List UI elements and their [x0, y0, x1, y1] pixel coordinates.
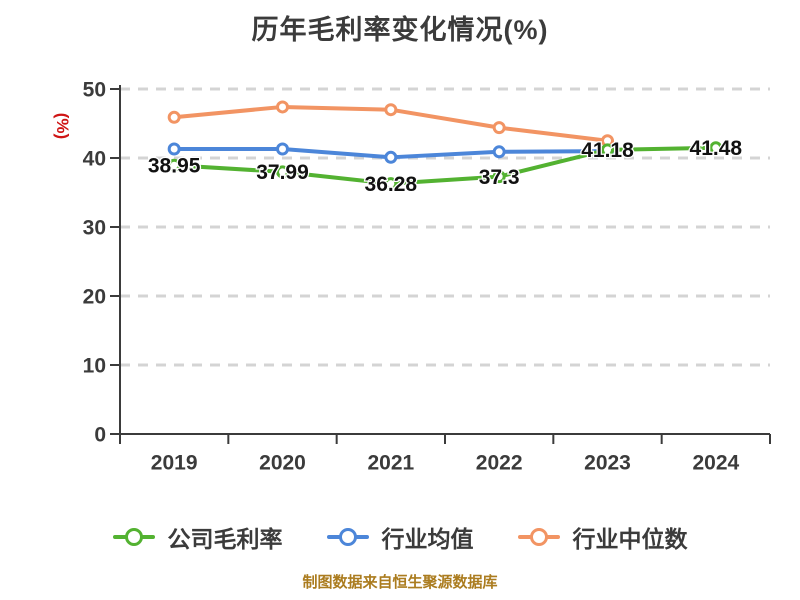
data-point — [601, 143, 614, 157]
data-point — [384, 150, 398, 164]
data-label: 41.48 — [690, 137, 743, 160]
legend-label: 公司毛利率 — [167, 526, 283, 552]
y-tick-label: 50 — [83, 78, 106, 101]
y-tick-label: 0 — [94, 423, 106, 446]
data-point — [276, 165, 289, 179]
x-tick-label: 2019 — [151, 451, 198, 474]
data-point — [276, 142, 289, 156]
data-label: 37.99 — [256, 161, 309, 184]
x-tick-label: 2024 — [692, 451, 739, 474]
data-point — [167, 158, 181, 172]
chart-title: 历年毛利率变化情况(%) — [251, 15, 549, 45]
x-tick-label: 2020 — [259, 451, 306, 474]
data-point — [276, 100, 289, 114]
legend-label: 行业中位数 — [572, 526, 688, 552]
legend-item-2[interactable]: 行业中位数 — [517, 520, 688, 554]
data-point — [384, 177, 398, 191]
y-tick-label: 40 — [83, 147, 106, 170]
data-point — [492, 121, 506, 135]
legend-item-1[interactable]: 行业均值 — [326, 520, 474, 554]
x-tick-label: 2023 — [584, 451, 631, 474]
data-label: 38.95 — [148, 155, 201, 178]
data-point — [167, 110, 181, 124]
legend-label: 行业均值 — [381, 526, 474, 552]
y-tick-label: 20 — [83, 285, 106, 308]
legend-line-marker-icon — [326, 527, 369, 547]
data-label: 36.28 — [365, 173, 418, 196]
x-tick-label: 2021 — [367, 451, 414, 474]
y-tick-label: 10 — [83, 354, 106, 377]
legend-item-0[interactable]: 公司毛利率 — [112, 520, 283, 554]
data-label: 41.18 — [581, 139, 634, 162]
legend-line-marker-icon — [517, 527, 560, 547]
data-point — [492, 145, 506, 159]
x-tick-label: 2022 — [476, 451, 523, 474]
data-point — [167, 142, 181, 156]
data-label: 37.3 — [479, 166, 520, 189]
source-caption: 制图数据来自恒生聚源数据库 — [302, 574, 498, 591]
y-tick-label: 30 — [83, 216, 106, 239]
data-point — [492, 170, 506, 184]
series-line-公司毛利率 — [172, 145, 718, 186]
data-point — [384, 103, 398, 117]
legend-line-marker-icon — [112, 527, 155, 547]
legend: 公司毛利率 行业均值 行业中位数 — [0, 516, 800, 558]
data-point — [709, 141, 723, 155]
